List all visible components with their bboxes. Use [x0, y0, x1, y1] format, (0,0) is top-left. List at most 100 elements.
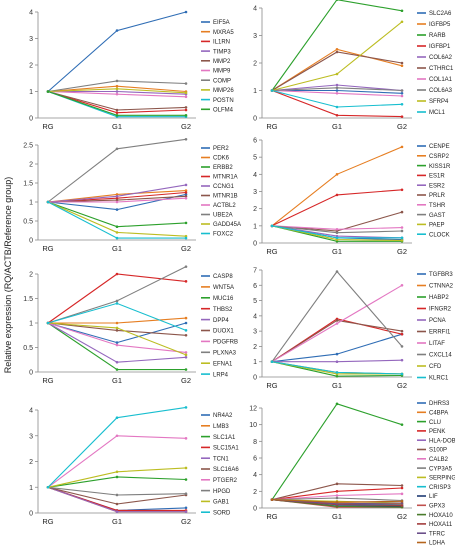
- y-tick-label: 7: [253, 268, 257, 275]
- series-line-rarb: [271, 0, 403, 91]
- x-tick-label: G1: [112, 376, 122, 385]
- data-point-mtnr1a: [184, 191, 188, 194]
- legend-entry: UBE2A: [213, 213, 233, 219]
- y-tick-label: 6: [253, 138, 257, 145]
- series-line-lrp4: [47, 302, 187, 331]
- legend-entry: LDHA: [429, 541, 445, 547]
- y-tick-label: 0.5: [23, 219, 33, 226]
- data-point-il1rn: [115, 111, 119, 114]
- legend: TGFBR3 CTNNA2 HABP2 IFNGR2 PCNA ERRFI1 LITAF CX…: [417, 272, 454, 382]
- data-point-tshr: [400, 226, 404, 229]
- legend-entry: ES1R: [429, 174, 445, 180]
- legend-entry: MTNR1B: [213, 194, 238, 200]
- legend-entry: HABP2: [429, 295, 449, 301]
- data-point-slc16a6: [115, 502, 119, 506]
- legend-entry: CENPE: [429, 144, 450, 150]
- legend-entry: CFD: [429, 364, 442, 370]
- data-point-cdk6: [115, 193, 119, 196]
- legend-entry: LITAF: [429, 341, 445, 347]
- legend-entry: C4BPA: [429, 411, 448, 417]
- legend-entry: MTNR1A: [213, 175, 238, 181]
- data-point-mmp2: [115, 108, 119, 112]
- legend-entry: MMP2: [213, 59, 231, 65]
- data-point-clock: [400, 236, 404, 240]
- data-point-gast: [335, 231, 339, 234]
- legend-entry: GPX3: [429, 504, 446, 510]
- data-point-rarb: [400, 9, 404, 13]
- legend-entry: TIMP3: [213, 49, 231, 55]
- y-tick-label: 1: [29, 89, 33, 96]
- legend-entry: LIF: [429, 494, 438, 500]
- data-point-per2: [115, 208, 119, 211]
- data-point-plxna3: [184, 265, 188, 268]
- y-tick-label: 0: [29, 116, 33, 123]
- legend-entry: MXRA5: [213, 30, 234, 36]
- chart-panel-5: 0 0.5 1 1.5 2 RG G1 G2 CASP8 WNT5A MUC16 THBS2 DPP4 D…: [23, 265, 238, 385]
- data-point-col1a1: [400, 94, 404, 98]
- legend-entry: IGFBP5: [429, 22, 451, 28]
- y-tick-label: 1: [29, 200, 33, 207]
- data-point-tgfbr3: [335, 352, 339, 356]
- legend-entry: COL6A2: [429, 55, 453, 61]
- data-point-cxcl14: [335, 270, 339, 273]
- data-point-mmp9: [184, 95, 188, 99]
- legend-entry: PAEP: [429, 223, 445, 229]
- legend-entry: S100P: [429, 448, 447, 454]
- data-point-il1rn: [184, 108, 188, 112]
- data-point-thbs2: [184, 280, 188, 283]
- legend-entry: NR4A2: [213, 413, 233, 419]
- y-tick-label: 2: [29, 162, 33, 169]
- data-point-ube2a: [115, 147, 119, 151]
- data-point-litaf: [400, 283, 404, 287]
- x-tick-label: G1: [112, 244, 122, 253]
- data-point-penk: [335, 490, 339, 493]
- data-point-sord: [115, 416, 119, 420]
- legend-entry: TFRC: [429, 531, 446, 537]
- x-tick-label: G2: [397, 247, 407, 256]
- y-tick-label: 2.5: [23, 143, 33, 150]
- data-point-habp2: [335, 374, 339, 378]
- legend-entry: ESR2: [429, 183, 445, 189]
- legend-entry: SFRP4: [429, 99, 449, 105]
- legend-entry: HOXA10: [429, 513, 453, 519]
- series-line-gadd45a: [47, 201, 187, 237]
- y-tick-label: 2: [253, 489, 257, 496]
- legend-entry: IGFBP1: [429, 44, 451, 50]
- data-point-comp: [115, 79, 119, 83]
- y-tick-label: 4: [29, 408, 33, 415]
- x-tick-label: G2: [181, 517, 191, 526]
- y-tick-label: 5: [253, 155, 257, 162]
- x-tick-label: G1: [332, 381, 342, 390]
- y-tick-label: 3: [253, 189, 257, 196]
- data-point-mcl1: [270, 89, 274, 92]
- series-line-slc15a1: [47, 486, 186, 511]
- legend-entry: PRLR: [429, 193, 446, 199]
- legend-entry: CALB2: [429, 457, 449, 463]
- x-tick-label: RG: [266, 247, 277, 256]
- data-point-clu: [400, 423, 404, 426]
- series-line-tcn1: [47, 486, 186, 513]
- chart-panel-1: 0 1 2 3 4 RG G1 G2 EIF5A MXRA5 IL1RN TIMP3 MMP2 MMP9 C…: [29, 10, 234, 132]
- data-point-errfi1: [335, 319, 339, 322]
- data-point-wnt5a: [184, 316, 188, 320]
- data-point-pdgfrb: [115, 343, 119, 347]
- y-tick-label: 4: [29, 10, 33, 17]
- legend-entry: DHRS3: [429, 401, 450, 407]
- data-point-efna1: [184, 353, 188, 357]
- data-point-penk: [400, 486, 404, 490]
- data-point-per2: [184, 193, 188, 196]
- data-point-ptger2: [184, 437, 188, 440]
- data-point-foxc2: [184, 236, 188, 240]
- x-tick-label: G1: [112, 517, 122, 526]
- legend: SLC2A6 IGFBP5 RARB IGFBP1 COL6A2 CTHRC1 COL1A1…: [417, 11, 454, 116]
- legend: NR4A2 LMB3 SLC1A1 SLC15A1 TCN1 SLC16A6 PTGER2 H…: [201, 413, 239, 516]
- legend-entry: CTNNA2: [429, 284, 454, 290]
- legend-entry: SLC1A1: [213, 435, 236, 441]
- series-line-thbs2: [47, 273, 187, 324]
- legend-entry: CTHRC1: [429, 66, 454, 72]
- y-tick-label: 0.5: [23, 345, 33, 352]
- data-point-litaf: [335, 322, 339, 325]
- data-point-mmp9: [115, 92, 119, 96]
- y-tick-label: 0: [253, 375, 257, 382]
